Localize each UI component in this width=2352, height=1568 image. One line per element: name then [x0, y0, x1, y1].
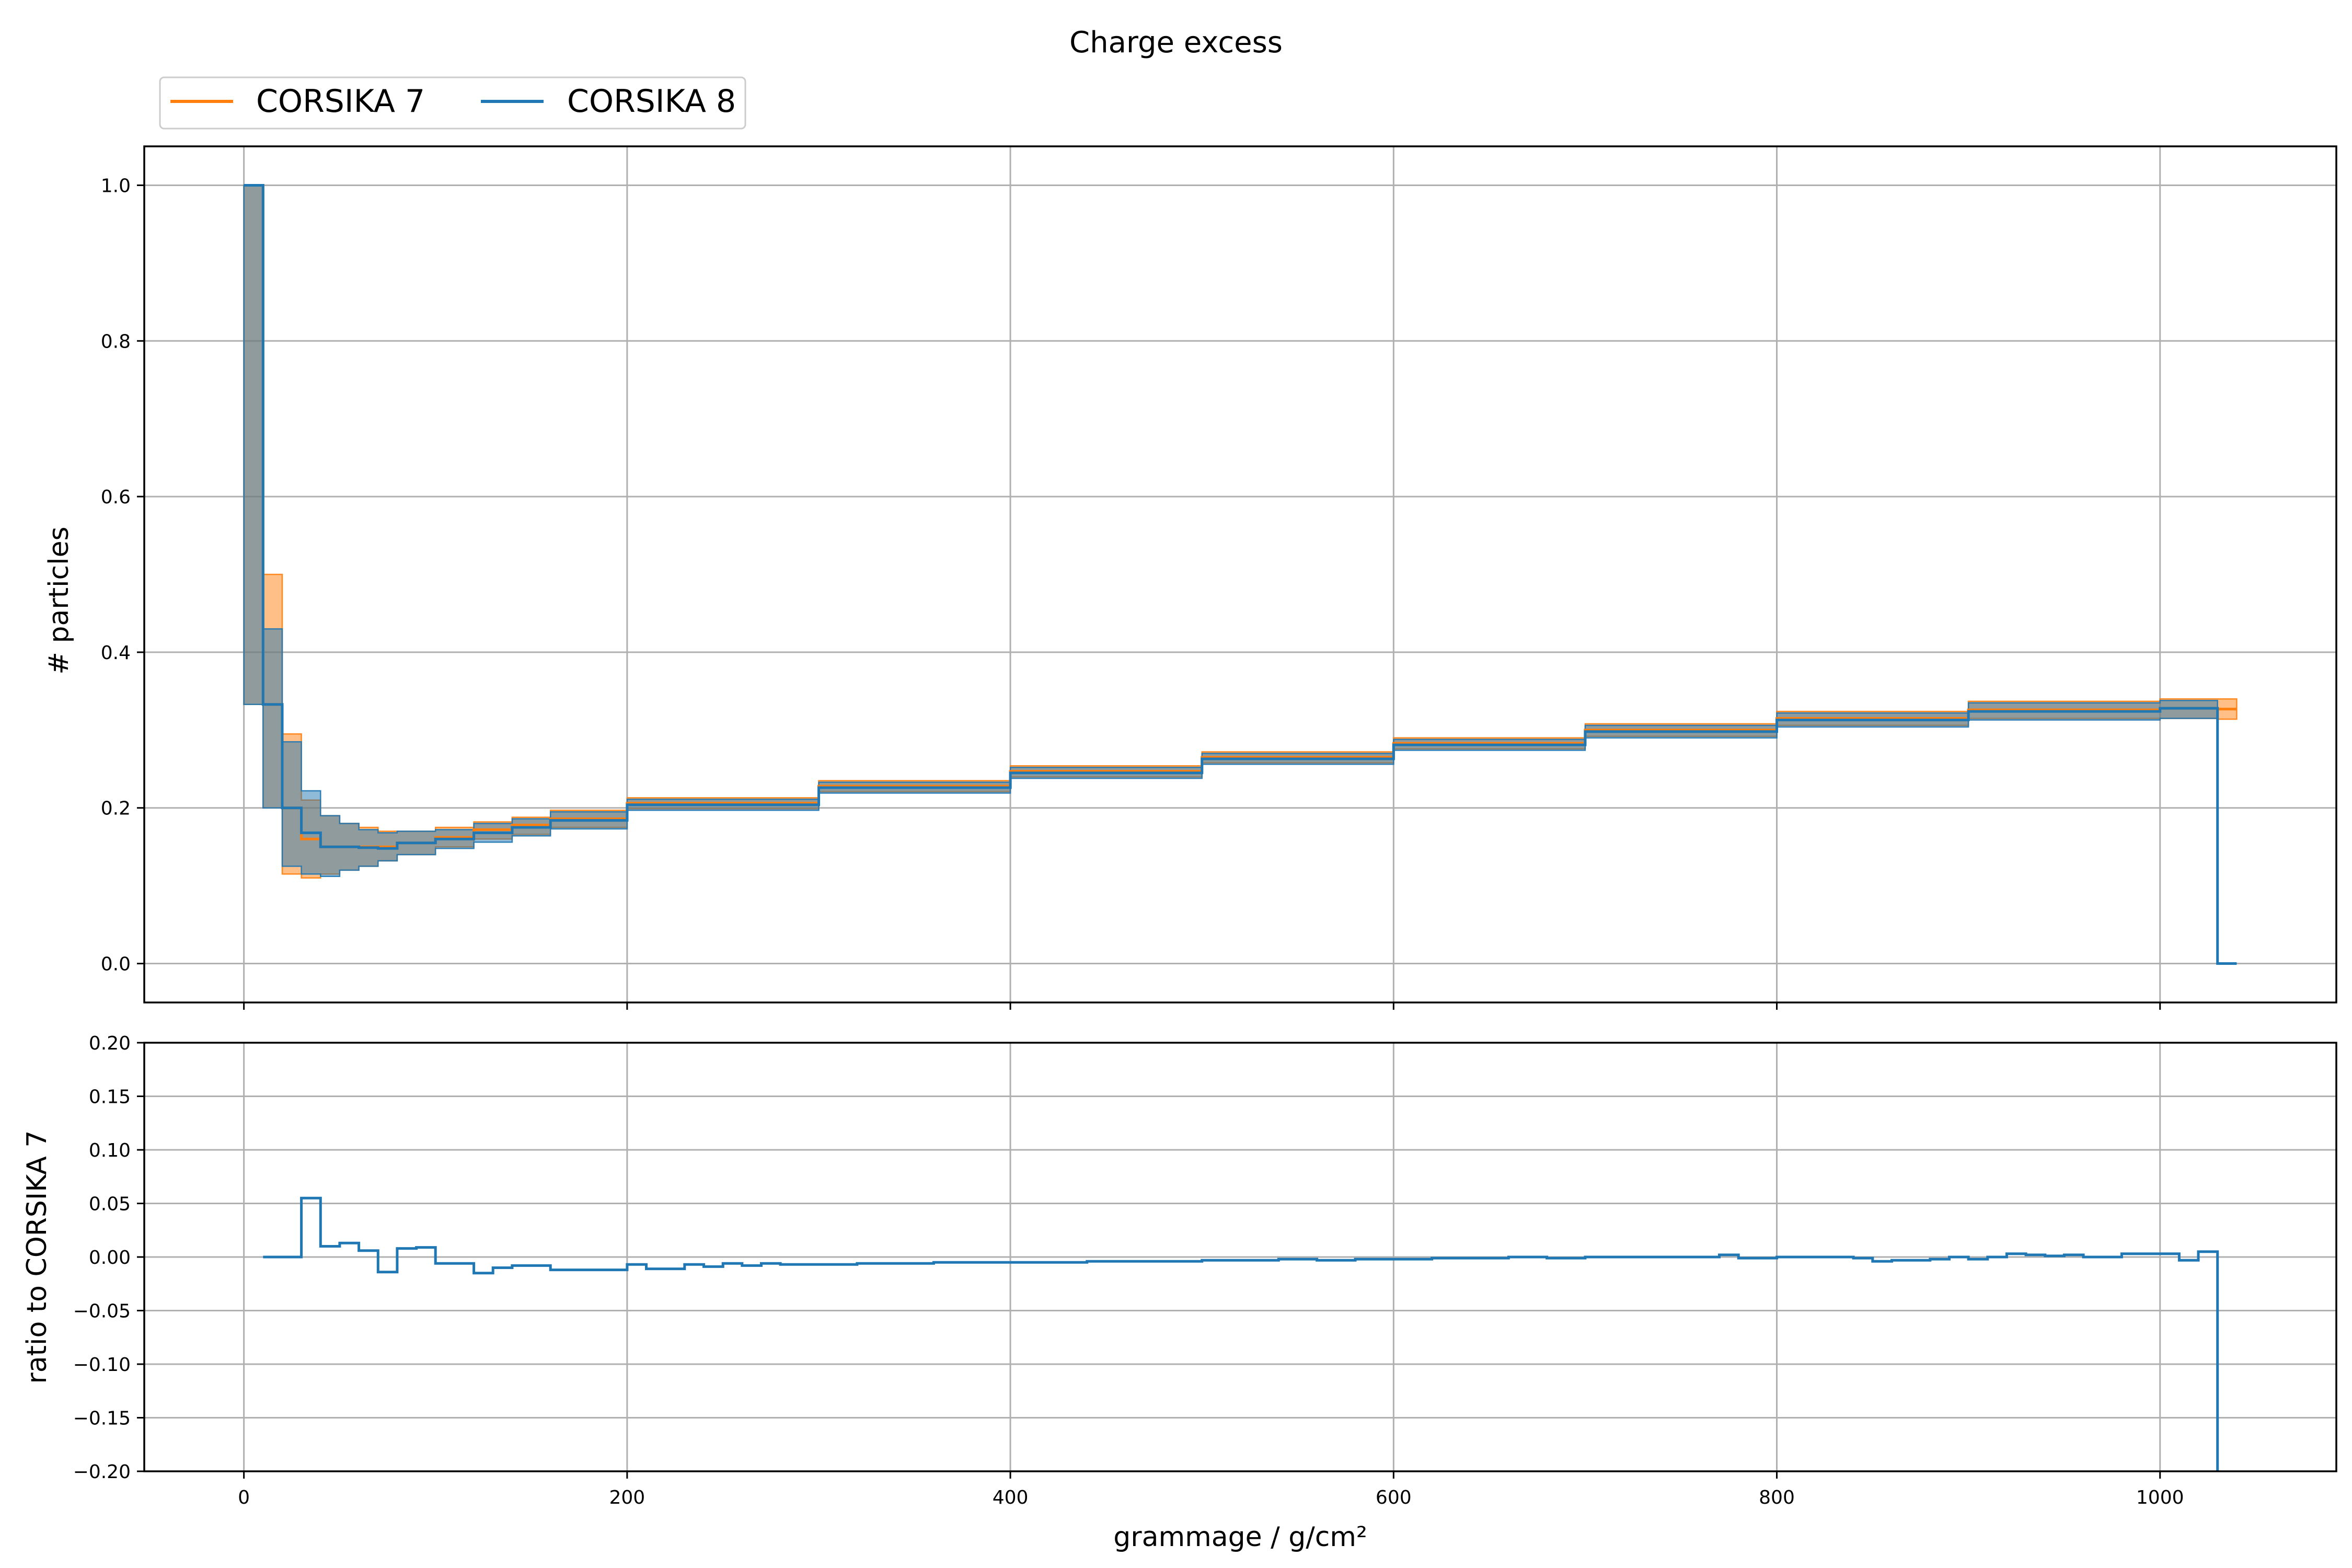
main-ytick-label-4: 0.8 [101, 331, 131, 352]
ratio-plot-panel: −0.20 −0.15 −0.10 −0.05 0.00 0.05 0.10 0.15 0.20… [21, 1033, 2337, 1553]
ratio-ytick-label-3: −0.05 [73, 1301, 131, 1322]
ratio-ytick-label-5: 0.05 [89, 1194, 131, 1215]
ratio-ytick-label-6: 0.10 [89, 1140, 131, 1161]
main-plot-series-lines [244, 184, 2237, 965]
main-ytick-label-5: 1.0 [101, 175, 131, 197]
y-axis-label-ratio: ratio to CORSIKA 7 [21, 1130, 53, 1383]
ratio-xtick-label-5: 1000 [2136, 1487, 2184, 1508]
legend: CORSIKA 7 CORSIKA 8 [159, 76, 746, 130]
ratio-ytick-label-4: 0.00 [89, 1247, 131, 1269]
x-axis-label-grammage: grammage / g/cm² [1113, 1521, 1367, 1553]
ratio-xtick-label-3: 600 [1376, 1487, 1412, 1508]
ratio-xtick-label-4: 800 [1759, 1487, 1795, 1508]
ratio-xtick-label-0: 0 [238, 1487, 250, 1508]
ratio-plot-series-line [263, 1196, 2219, 1471]
ratio-ytick-label-0: −0.20 [73, 1461, 131, 1483]
main-ytick-label-3: 0.6 [101, 487, 131, 508]
ratio-xtick-label-1: 200 [609, 1487, 645, 1508]
series-line-corsika-8 [244, 184, 2237, 965]
main-plot-frame [143, 145, 2337, 1004]
ratio-ytick-label-2: −0.10 [73, 1354, 131, 1376]
main-ytick-label-1: 0.2 [101, 798, 131, 820]
legend-box [159, 76, 746, 130]
ratio-series-line [263, 1196, 2219, 1471]
main-ytick-label-2: 0.4 [101, 642, 131, 664]
ratio-ytick-label-7: 0.15 [89, 1087, 131, 1108]
ratio-ytick-label-1: −0.15 [73, 1408, 131, 1429]
main-plot-panel: 0.0 0.2 0.4 0.6 0.8 1.0 # particles [43, 145, 2337, 1010]
main-ytick-label-0: 0.0 [101, 954, 131, 975]
legend-label-corsika-8: CORSIKA 8 [567, 83, 736, 120]
chart-title: Charge excess [1069, 26, 1283, 60]
legend-label-corsika-7: CORSIKA 7 [256, 83, 425, 120]
ratio-xtick-label-2: 400 [993, 1487, 1029, 1508]
ratio-ytick-label-8: 0.20 [89, 1033, 131, 1054]
ratio-plot-ticks: −0.20 −0.15 −0.10 −0.05 0.00 0.05 0.10 0.15 0.20… [73, 1033, 2184, 1508]
main-plot-ticks: 0.0 0.2 0.4 0.6 0.8 1.0 [101, 175, 2161, 1010]
y-axis-label-particles: # particles [43, 526, 75, 674]
